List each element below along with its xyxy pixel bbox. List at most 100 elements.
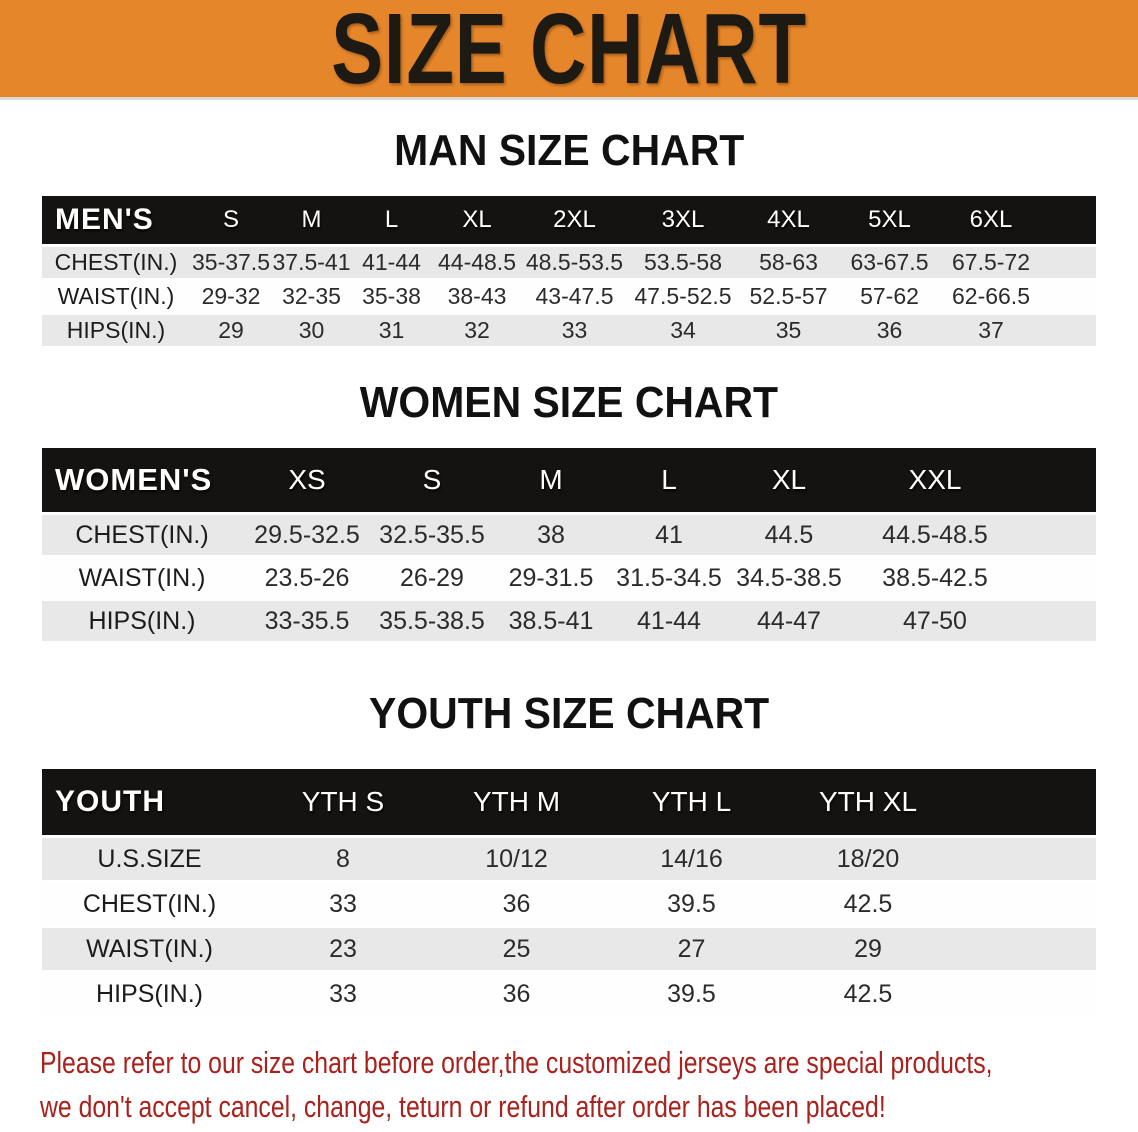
size-value-cell: 44-48.5	[432, 244, 522, 280]
size-column-header: YTH XL	[818, 786, 918, 817]
size-value-cell: 35.5-38.5	[372, 598, 492, 641]
size-value-cell: 63-67.5	[838, 244, 941, 280]
mens-waist-row: WAIST(IN.) 29-32 32-35 35-38 38-43 43-47…	[42, 278, 1096, 314]
size-value-cell: 39.5	[604, 970, 779, 1015]
size-chart-title: SIZE CHART	[331, 0, 807, 105]
man-size-chart-heading-text: MAN SIZE CHART	[393, 126, 745, 175]
size-value-cell: 29-31.5	[492, 555, 610, 600]
size-value-cell: 36	[429, 970, 604, 1015]
size-value-cell: 38.5-42.5	[850, 555, 1020, 600]
size-value-spacer	[1020, 512, 1096, 557]
row-label: WAIST(IN.)	[42, 278, 190, 314]
size-value-cell: 32	[432, 312, 522, 346]
size-value-spacer	[957, 925, 1096, 972]
size-column-header-spacer	[1020, 448, 1096, 514]
size-column-header: YTH L	[651, 786, 732, 817]
size-value-cell: 44.5-48.5	[850, 512, 1020, 557]
size-value-cell: 33	[257, 880, 429, 927]
youth-size-chart-heading-text: YOUTH SIZE CHART	[368, 689, 770, 738]
size-column-header: M	[539, 464, 563, 495]
size-value-cell: 23.5-26	[242, 555, 372, 600]
mens-size-table: MEN'S S M L XL 2XL 3XL 4XL 5XL 6XL CHEST…	[42, 196, 1096, 346]
size-column-header: XL	[462, 206, 492, 233]
size-value-spacer	[1020, 555, 1096, 600]
youth-chest-row: CHEST(IN.) 33 36 39.5 42.5	[42, 880, 1096, 927]
size-value-cell: 44.5	[728, 512, 850, 557]
size-value-spacer	[957, 880, 1096, 927]
row-label: WAIST(IN.)	[42, 555, 242, 600]
size-value-spacer	[1020, 598, 1096, 641]
size-value-cell: 58-63	[739, 244, 838, 280]
size-column-header: L	[384, 206, 399, 233]
size-value-cell: 47.5-52.5	[627, 278, 739, 314]
womens-waist-row: WAIST(IN.) 23.5-26 26-29 29-31.5 31.5-34…	[42, 555, 1096, 600]
size-value-cell: 30	[272, 312, 351, 346]
size-value-cell: 41	[610, 512, 728, 557]
youth-size-chart-heading: YOUTH SIZE CHART	[0, 689, 1138, 739]
size-value-spacer	[1041, 278, 1096, 314]
row-label: CHEST(IN.)	[42, 880, 257, 927]
size-value-cell: 35-37.5	[190, 244, 272, 280]
womens-header-row: WOMEN'S XS S M L XL XXL	[42, 448, 1096, 514]
womens-chest-row: CHEST(IN.) 29.5-32.5 32.5-35.5 38 41 44.…	[42, 512, 1096, 557]
size-value-cell: 47-50	[850, 598, 1020, 641]
size-chart-banner: SIZE CHART	[0, 0, 1138, 100]
mens-table-title: MEN'S	[55, 203, 154, 236]
size-value-cell: 36	[429, 880, 604, 927]
size-value-cell: 42.5	[779, 880, 957, 927]
size-column-header: 6XL	[969, 206, 1013, 233]
row-label: HIPS(IN.)	[42, 970, 257, 1015]
size-value-cell: 38-43	[432, 278, 522, 314]
row-label: HIPS(IN.)	[42, 598, 242, 641]
size-value-cell: 37.5-41	[272, 244, 351, 280]
size-value-cell: 29	[779, 925, 957, 972]
size-value-cell: 57-62	[838, 278, 941, 314]
size-value-cell: 35-38	[351, 278, 432, 314]
womens-table-title: WOMEN'S	[55, 462, 213, 497]
disclaimer: Please refer to our size chart before or…	[40, 1041, 1138, 1129]
size-value-cell: 33	[257, 970, 429, 1015]
size-value-cell: 25	[429, 925, 604, 972]
women-size-chart-heading: WOMEN SIZE CHART	[0, 378, 1138, 428]
row-label: HIPS(IN.)	[42, 312, 190, 346]
size-value-cell: 39.5	[604, 880, 779, 927]
size-value-cell: 52.5-57	[739, 278, 838, 314]
size-column-header: XL	[771, 464, 807, 495]
row-label: U.S.SIZE	[42, 835, 257, 882]
size-column-header: 2XL	[553, 206, 596, 233]
size-value-spacer	[1041, 244, 1096, 280]
mens-header-row: MEN'S S M L XL 2XL 3XL 4XL 5XL 6XL	[42, 196, 1096, 246]
size-value-cell: 67.5-72	[941, 244, 1041, 280]
size-value-cell: 37	[941, 312, 1041, 346]
size-value-cell: 48.5-53.5	[522, 244, 627, 280]
size-value-cell: 53.5-58	[627, 244, 739, 280]
youth-size-table: YOUTH YTH S YTH M YTH L YTH XL U.S.SIZE …	[42, 769, 1096, 1015]
mens-hips-row: HIPS(IN.) 29 30 31 32 33 34 35 36 37	[42, 312, 1096, 346]
size-value-cell: 41-44	[610, 598, 728, 641]
disclaimer-line-2: we don't accept cancel, change, teturn o…	[40, 1089, 886, 1124]
size-value-cell: 36	[838, 312, 941, 346]
youth-hips-row: HIPS(IN.) 33 36 39.5 42.5	[42, 970, 1096, 1015]
size-column-header: YTH S	[301, 786, 385, 817]
size-value-cell: 33-35.5	[242, 598, 372, 641]
size-value-cell: 27	[604, 925, 779, 972]
size-value-spacer	[1041, 312, 1096, 346]
size-value-cell: 31	[351, 312, 432, 346]
size-value-cell: 29-32	[190, 278, 272, 314]
size-value-cell: 14/16	[604, 835, 779, 882]
womens-hips-row: HIPS(IN.) 33-35.5 35.5-38.5 38.5-41 41-4…	[42, 598, 1096, 641]
size-column-header: S	[222, 206, 239, 233]
size-value-cell: 33	[522, 312, 627, 346]
size-value-cell: 35	[739, 312, 838, 346]
size-column-header: 3XL	[661, 206, 705, 233]
size-column-header-spacer	[1041, 196, 1096, 246]
youth-header-row: YOUTH YTH S YTH M YTH L YTH XL	[42, 769, 1096, 837]
size-column-header: L	[661, 464, 677, 495]
man-size-chart-heading: MAN SIZE CHART	[0, 126, 1138, 176]
mens-chest-row: CHEST(IN.) 35-37.5 37.5-41 41-44 44-48.5…	[42, 244, 1096, 280]
size-column-header: 4XL	[767, 206, 810, 233]
size-column-header: XS	[288, 464, 326, 495]
size-value-cell: 23	[257, 925, 429, 972]
size-value-cell: 29	[190, 312, 272, 346]
size-value-cell: 62-66.5	[941, 278, 1041, 314]
